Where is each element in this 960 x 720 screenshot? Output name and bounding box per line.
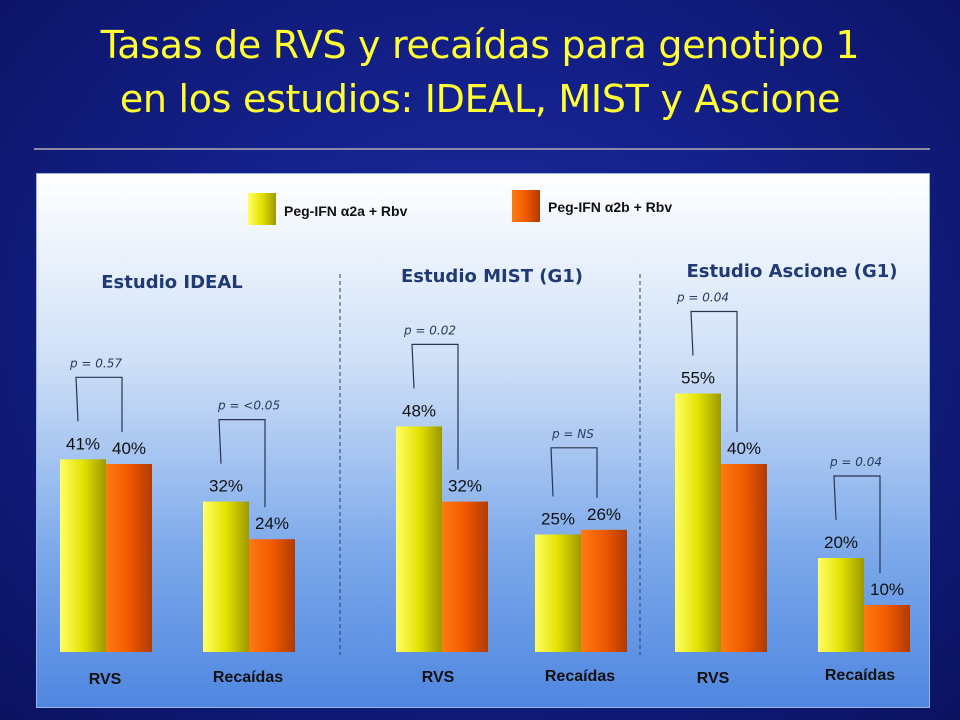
title-line-2: en los estudios: IDEAL, MIST y Ascione (119, 77, 841, 121)
bar-label: 32% (448, 477, 482, 496)
bar-label: 20% (824, 533, 858, 552)
p-value-label: p = 0.02 (403, 323, 456, 337)
bar-b-2-2 (581, 529, 627, 652)
bar-a-2-1 (396, 426, 442, 652)
bar-label: 40% (727, 439, 761, 458)
significance-bracket (833, 475, 881, 573)
significance-bracket (411, 343, 459, 470)
bar-label: 25% (541, 510, 575, 529)
bar-b-3-1 (721, 464, 767, 652)
category-label: Recaídas (213, 669, 283, 686)
title-divider (34, 148, 930, 150)
category-label: RVS (697, 670, 730, 687)
slide-title: Tasas de RVS y recaídas para genotipo 1 … (0, 18, 960, 126)
bar-label: 10% (870, 580, 904, 599)
bar-b-2-1 (442, 501, 488, 652)
bar-a-3-2 (818, 558, 864, 652)
p-value-label: p = 0.57 (69, 356, 122, 370)
study-title-2: Estudio MIST (G1) (401, 266, 583, 287)
bar-label: 26% (587, 505, 621, 524)
p-value-label: p = <0.05 (217, 399, 280, 413)
bar-label: 24% (255, 514, 289, 533)
bar-label: 41% (66, 434, 100, 453)
bar-label: 40% (112, 439, 146, 458)
bar-b-1-2 (249, 539, 295, 652)
bar-label: 55% (681, 369, 715, 388)
legend-label-2: Peg-IFN α2b + Rbv (548, 199, 672, 215)
significance-bracket (550, 447, 598, 498)
p-value-label: p = 0.04 (676, 291, 729, 305)
study-title-3: Estudio Ascione (G1) (686, 261, 897, 282)
legend-label-1: Peg-IFN α2a + Rbv (284, 203, 408, 219)
category-label: RVS (422, 669, 455, 686)
bar-label: 48% (402, 401, 436, 420)
category-label: Recaídas (825, 667, 895, 684)
significance-bracket (218, 419, 266, 508)
bar-a-3-1 (675, 393, 721, 652)
category-label: RVS (89, 671, 122, 688)
bar-a-1-1 (60, 459, 106, 652)
significance-bracket (75, 376, 123, 432)
bar-b-3-2 (864, 605, 910, 652)
significance-bracket (690, 310, 738, 432)
study-title-1: Estudio IDEAL (101, 272, 242, 293)
bar-a-2-2 (535, 534, 581, 652)
p-value-label: p = NS (551, 427, 594, 441)
category-label: Recaídas (545, 668, 615, 685)
legend-swatch-2 (512, 190, 540, 222)
bar-a-1-2 (203, 501, 249, 652)
bar-b-1-1 (106, 464, 152, 652)
bar-label: 32% (209, 477, 243, 496)
title-line-1: Tasas de RVS y recaídas para genotipo 1 (100, 23, 860, 67)
p-value-label: p = 0.04 (829, 455, 882, 469)
legend-swatch-1 (248, 193, 276, 225)
